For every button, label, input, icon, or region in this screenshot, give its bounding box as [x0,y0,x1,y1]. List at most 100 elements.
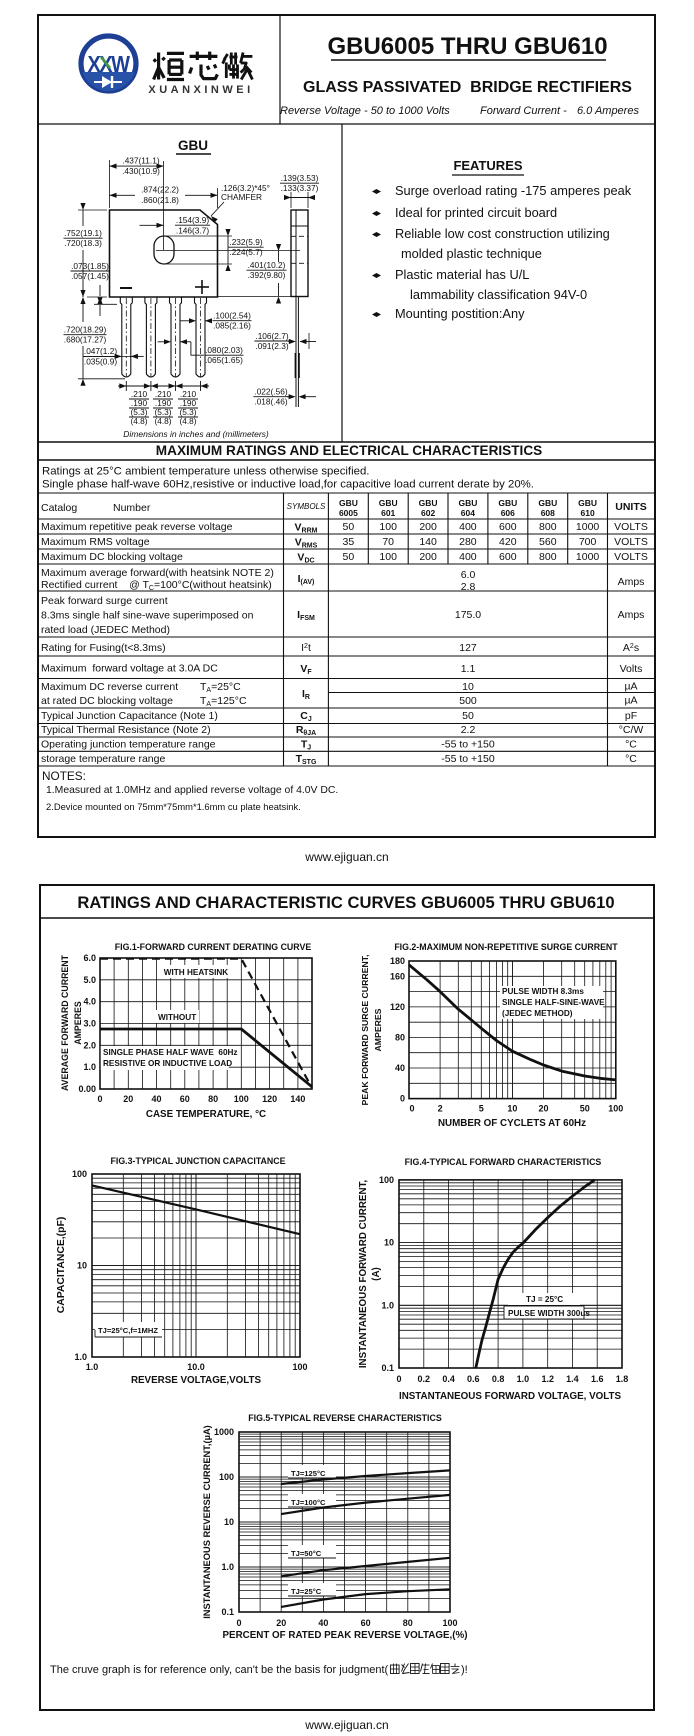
svg-text:TSTG: TSTG [296,753,317,766]
svg-text:0.6: 0.6 [467,1374,480,1384]
svg-text:VDC: VDC [297,552,314,565]
svg-text:120: 120 [262,1094,277,1104]
svg-text:1000: 1000 [214,1427,234,1437]
svg-text:3.0: 3.0 [83,1019,96,1029]
svg-text:1.1: 1.1 [461,663,476,675]
svg-text:1000: 1000 [576,521,600,533]
svg-text:(4.8): (4.8) [130,416,147,426]
svg-text:1.0: 1.0 [381,1300,394,1310]
svg-text:80: 80 [403,1618,413,1628]
svg-text:.100(2.54): .100(2.54) [213,311,251,321]
svg-text:IFSM: IFSM [297,609,315,622]
svg-text:.190: .190 [155,398,172,408]
svg-text:.190: .190 [131,398,148,408]
svg-text:)!: )! [461,1664,468,1676]
svg-text:100: 100 [379,551,397,563]
svg-text:Amps: Amps [618,609,645,621]
svg-text:.018(.46): .018(.46) [254,397,287,407]
svg-text:1.0: 1.0 [83,1062,96,1072]
svg-text:TJ=50°C: TJ=50°C [291,1549,322,1558]
svg-text:.401(10.2): .401(10.2) [248,260,286,270]
svg-text:CJ: CJ [300,710,312,723]
svg-text:TJ: TJ [301,739,311,752]
svg-text:4.0: 4.0 [83,997,96,1007]
svg-text:60: 60 [361,1618,371,1628]
svg-text:1.2: 1.2 [541,1374,554,1384]
svg-text:0: 0 [97,1094,102,1104]
svg-text:AVERAGE FORWARD CURRENT: AVERAGE FORWARD CURRENT [60,954,70,1091]
svg-text:PERCENT OF RATED PEAK REVERSE: PERCENT OF RATED PEAK REVERSE VOLTAGE,(%… [223,1630,468,1641]
svg-text:-55 to +150: -55 to +150 [441,739,495,751]
svg-text:VOLTS: VOLTS [614,521,648,533]
svg-text:.874(22.2): .874(22.2) [141,185,179,195]
svg-text:.437(11.1): .437(11.1) [122,156,159,166]
svg-text:80: 80 [208,1094,218,1104]
svg-text:Operating junction temperature: Operating junction temperature range [41,739,216,751]
svg-text:100: 100 [379,1175,394,1185]
svg-text:GBU: GBU [339,498,358,508]
svg-text:VRRM: VRRM [295,522,318,535]
svg-text:2: 2 [438,1104,443,1114]
svg-text:VRMS: VRMS [295,537,318,550]
svg-text:1000: 1000 [576,551,600,563]
svg-text:Maximum DC reverse current: Maximum DC reverse current [41,681,178,693]
svg-text:NOTES:: NOTES: [42,769,86,783]
svg-text:0: 0 [396,1374,401,1384]
svg-text:at rated DC blocking voltage: at rated DC blocking voltage [41,695,173,707]
svg-text:storage temperature range: storage temperature range [41,753,165,765]
svg-text:606: 606 [501,508,515,518]
svg-text:800: 800 [539,521,557,533]
svg-text:www.ejiguan.cn: www.ejiguan.cn [304,1718,388,1732]
svg-text:(JEDEC METHOD): (JEDEC METHOD) [502,1009,573,1018]
svg-text:PULSE WIDTH 8.3ms: PULSE WIDTH 8.3ms [502,987,584,996]
svg-text:GBU: GBU [178,138,208,153]
svg-text:.091(2.3): .091(2.3) [255,341,288,351]
svg-text:.720(18.29): .720(18.29) [64,325,107,335]
svg-text:1.0: 1.0 [74,1352,87,1362]
svg-text:6.0: 6.0 [83,953,96,963]
svg-text:.392(9.80): .392(9.80) [248,270,286,280]
svg-text:FEATURES: FEATURES [453,158,522,173]
svg-text:0.2: 0.2 [418,1374,431,1384]
svg-text:pF: pF [625,710,637,722]
svg-text:1.4: 1.4 [566,1374,579,1384]
svg-text:601: 601 [381,508,395,518]
svg-text:Volts: Volts [620,663,643,675]
svg-text:.133(3.37): .133(3.37) [281,183,319,193]
svg-text:(4.8): (4.8) [154,416,171,426]
svg-text:GBU: GBU [578,498,597,508]
svg-text:Maximum forward voltage at 3.: Maximum forward voltage at 3.0A DC [41,663,218,675]
svg-text:500: 500 [459,695,477,707]
svg-text:Maximum RMS voltage: Maximum RMS voltage [41,536,150,548]
svg-text:.190: .190 [180,398,197,408]
svg-text:180: 180 [390,956,405,966]
svg-text:.057(1.45): .057(1.45) [71,271,109,281]
svg-text:Peak forward surge current: Peak forward surge current [41,595,168,607]
svg-text:PEAK FORWARD SURGE CURRENT,: PEAK FORWARD SURGE CURRENT, [360,955,370,1106]
svg-text:200: 200 [419,551,437,563]
svg-text:0: 0 [400,1094,405,1104]
svg-text:(5.3): (5.3) [130,407,147,417]
svg-text:0.1: 0.1 [381,1363,394,1373]
svg-text:100: 100 [608,1104,623,1114]
svg-text:1.Measured at 1.0MHz and appli: 1.Measured at 1.0MHz and applied reverse… [46,785,338,796]
svg-text:6.0: 6.0 [461,569,476,581]
svg-text:VF: VF [300,663,312,676]
svg-text:100: 100 [442,1618,457,1628]
svg-text:Single phase half-wave 60Hz,re: Single phase half-wave 60Hz,resistive or… [42,479,534,491]
svg-text:RθJA: RθJA [296,724,316,737]
svg-text:(5.3): (5.3) [179,407,196,417]
svg-text:6005: 6005 [339,508,358,518]
svg-text:lammability classification 94V: lammability classification 94V-0 [410,287,587,302]
svg-text:604: 604 [461,508,475,518]
svg-text:Maximum repetitive peak revers: Maximum repetitive peak reverse voltage [41,521,233,533]
svg-text:5.0: 5.0 [83,975,96,985]
svg-text:600: 600 [499,521,517,533]
svg-text:FIG.2-MAXIMUM NON-REPETITIVE: FIG.2-MAXIMUM NON-REPETITIVE SURGE CURRE… [394,942,618,952]
svg-text:GBU: GBU [538,498,557,508]
svg-text:10: 10 [77,1261,87,1271]
svg-text:TA=125°C: TA=125°C [200,695,247,708]
svg-text:8.3ms single half sine-wave su: 8.3ms single half sine-wave superimposed… [41,610,254,622]
svg-text:(4.8): (4.8) [179,416,196,426]
svg-text:VOLTS: VOLTS [614,551,648,563]
